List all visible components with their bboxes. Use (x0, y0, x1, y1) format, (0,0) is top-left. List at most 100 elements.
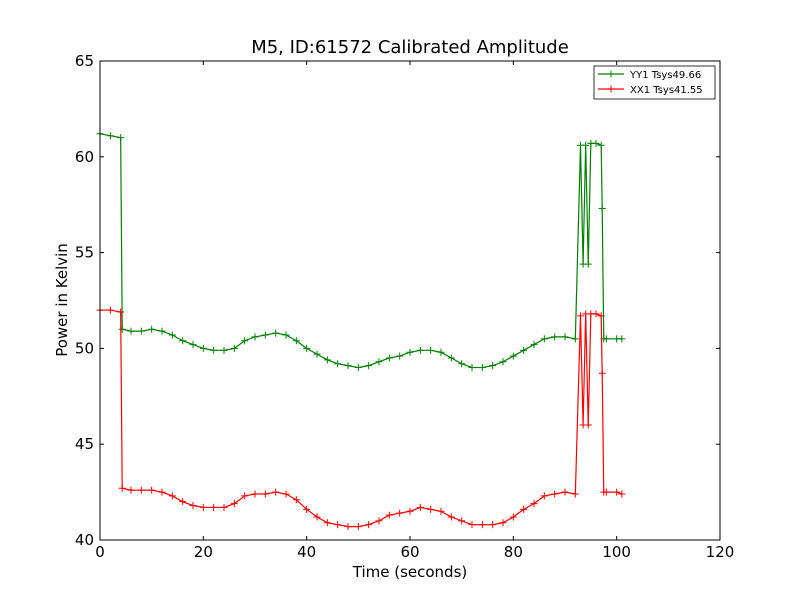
y-axis-label: Power in Kelvin (53, 243, 71, 357)
data-point (602, 488, 610, 496)
x-axis-label: Time (seconds) (352, 563, 468, 581)
data-point (416, 346, 424, 354)
data-point (292, 337, 300, 345)
data-point (365, 362, 373, 370)
data-point (199, 503, 207, 511)
data-point (354, 523, 362, 531)
data-point (117, 134, 125, 142)
data-point (561, 488, 569, 496)
data-point (344, 362, 352, 370)
data-point (282, 331, 290, 339)
data-point (582, 141, 590, 149)
data-point (592, 310, 600, 318)
data-point (571, 490, 579, 498)
x-tick-label: 80 (504, 543, 523, 561)
data-point (375, 358, 383, 366)
data-point (406, 348, 414, 356)
data-point (551, 490, 559, 498)
y-tick-label: 60 (75, 148, 94, 166)
data-point (597, 312, 605, 320)
data-point (499, 358, 507, 366)
legend-box (593, 65, 716, 100)
data-point (210, 503, 218, 511)
data-point (602, 335, 610, 343)
data-point (577, 312, 584, 320)
data-point (303, 344, 311, 352)
data-point (427, 505, 435, 513)
data-point (571, 335, 579, 343)
data-point (598, 205, 606, 213)
data-point (468, 364, 476, 372)
data-point (158, 327, 166, 335)
legend-marker (607, 85, 615, 93)
data-point (303, 505, 311, 513)
data-point (148, 325, 156, 333)
x-tick-label: 100 (602, 543, 631, 561)
data-point (520, 346, 528, 354)
data-point (551, 333, 559, 341)
data-point (478, 521, 486, 529)
series-0 (96, 130, 626, 372)
series-line (99, 133, 622, 369)
data-point (220, 503, 228, 511)
data-point (323, 519, 331, 527)
data-point (520, 505, 528, 513)
y-tick-label: 40 (75, 531, 94, 549)
y-tick-label: 65 (75, 52, 94, 70)
data-point (396, 509, 404, 517)
data-point (189, 502, 197, 510)
legend-label: XX1 Tsys41.55 (630, 85, 703, 96)
data-point (396, 352, 404, 360)
data-point (613, 488, 621, 496)
data-point (416, 503, 424, 511)
data-point (199, 344, 207, 352)
data-point (499, 519, 507, 527)
data-point (509, 352, 517, 360)
data-point (261, 331, 269, 339)
data-point (618, 490, 626, 498)
data-point (241, 492, 249, 500)
legend-label: YY1 Tsys49.66 (629, 70, 701, 81)
data-point (334, 360, 342, 368)
legend-marker (607, 70, 615, 78)
data-point (230, 344, 238, 352)
x-tick-label: 40 (297, 543, 316, 561)
data-point (561, 333, 569, 341)
legend-entries: YY1 Tsys49.66 XX1 Tsys41.55 (598, 70, 703, 96)
plot-lines (96, 130, 626, 531)
data-point (406, 507, 414, 515)
data-point (220, 346, 228, 354)
data-point (168, 331, 176, 339)
data-point (478, 364, 486, 372)
data-point (584, 260, 592, 268)
data-point (323, 356, 331, 364)
data-point (272, 329, 280, 337)
data-point (158, 488, 166, 496)
data-point (618, 335, 626, 343)
y-tick-label: 50 (75, 339, 94, 357)
data-point (168, 492, 176, 500)
data-point (375, 517, 383, 525)
data-point (489, 521, 497, 529)
data-point (230, 500, 238, 508)
data-point (354, 364, 362, 372)
data-point (540, 335, 548, 343)
y-axis: 40 45 50 55 60 65 (75, 52, 720, 549)
data-point (292, 496, 300, 504)
data-point (106, 132, 114, 140)
data-point (458, 360, 466, 368)
data-point (344, 523, 352, 531)
data-point (282, 490, 290, 498)
data-point (597, 141, 605, 149)
x-tick-label: 60 (400, 543, 419, 561)
data-point (334, 521, 342, 529)
data-point (447, 354, 455, 362)
data-point (509, 513, 517, 521)
data-point (447, 513, 455, 521)
data-point (530, 341, 538, 349)
data-point (272, 488, 280, 496)
x-axis: 0 20 40 60 80 100 120 (95, 61, 734, 561)
data-point (468, 521, 476, 529)
